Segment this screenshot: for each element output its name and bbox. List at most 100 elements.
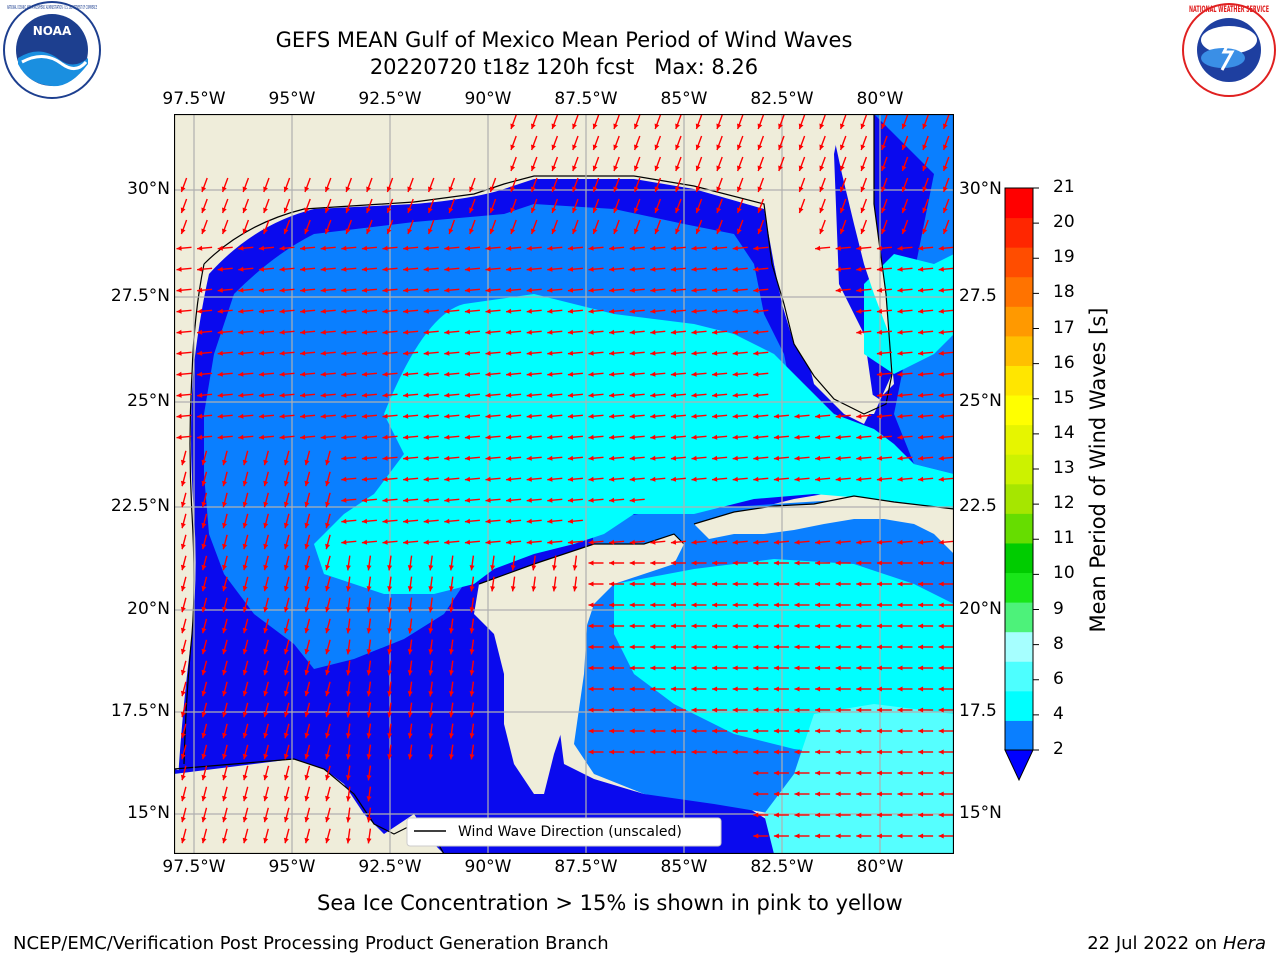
wave-arrow-head <box>238 413 244 419</box>
wave-arrow-head <box>531 186 536 192</box>
wave-arrow-head <box>238 371 244 377</box>
wave-arrow-head <box>201 585 207 592</box>
wave-arrow-head <box>263 228 268 234</box>
wave-arrow-head <box>712 623 718 629</box>
wave-arrow-head <box>547 413 553 419</box>
wave-arrow-head <box>366 565 372 571</box>
wave-arrow-head <box>506 455 512 461</box>
wave-arrow-head <box>552 565 557 571</box>
wave-arrow-head <box>753 455 759 461</box>
wave-arrow-head <box>732 455 738 461</box>
wave-arrow-head <box>901 207 907 213</box>
wave-arrow-head <box>283 774 289 781</box>
wave-arrow-head <box>217 329 223 335</box>
wave-arrow-head <box>180 837 186 844</box>
wave-arrow-head <box>382 266 388 272</box>
wave-arrow-head <box>382 329 388 335</box>
wave-arrow-head <box>469 649 475 655</box>
wave-arrow-head <box>938 371 944 377</box>
wave-arrow-head <box>485 455 491 461</box>
wave-arrow-head <box>753 686 759 692</box>
wave-arrow-head <box>815 728 821 734</box>
wave-arrow-head <box>835 644 841 650</box>
wave-arrow-head <box>794 560 800 566</box>
lat-tick-left: 30°N <box>127 179 170 199</box>
wave-arrow-head <box>382 518 388 524</box>
wave-arrow-head <box>197 392 203 398</box>
wave-arrow-head <box>629 308 635 314</box>
map-canvas: Wind Wave Direction (unscaled) <box>173 113 955 855</box>
wave-arrow-head <box>428 733 434 739</box>
wave-arrow-head <box>691 581 697 587</box>
wave-arrow-head <box>361 413 368 419</box>
wave-arrow-head <box>609 707 615 713</box>
wave-arrow-head <box>180 501 186 508</box>
wave-arrow-head <box>897 665 903 671</box>
wave-arrow-head <box>346 754 351 760</box>
wave-arrow-head <box>222 228 227 234</box>
wave-arrow-head <box>737 186 742 192</box>
wave-arrow-head <box>279 413 285 419</box>
wave-arrow-head <box>423 350 429 356</box>
wave-arrow-head <box>238 434 244 440</box>
wave-arrow-head <box>650 581 656 587</box>
wave-arrow-head <box>407 670 413 676</box>
wave-arrow-head <box>547 497 553 503</box>
wave-arrow-head <box>300 413 306 419</box>
wave-arrow-head <box>794 476 800 482</box>
wave-arrow-head <box>325 522 330 529</box>
wave-arrow-head <box>361 350 368 356</box>
wave-arrow-head <box>835 686 841 692</box>
wave-arrow-head <box>423 287 429 293</box>
wave-arrow-head <box>835 245 841 251</box>
wave-arrow-head <box>423 329 429 335</box>
wave-arrow-head <box>815 812 821 818</box>
wave-arrow-head <box>778 144 783 150</box>
wave-arrow-head <box>176 308 182 314</box>
wave-arrow-head <box>238 392 244 398</box>
wave-arrow-head <box>778 165 783 171</box>
wave-arrow-head <box>737 165 742 171</box>
wave-arrow-head <box>815 539 821 545</box>
wave-arrow-head <box>366 649 372 655</box>
wave-arrow-head <box>691 455 697 461</box>
wave-arrow-head <box>757 165 763 171</box>
wave-arrow-head <box>876 833 882 839</box>
wave-arrow-head <box>753 728 759 734</box>
wave-arrow-head <box>304 564 310 571</box>
wave-arrow-head <box>176 392 182 398</box>
wave-arrow-head <box>592 207 598 213</box>
wave-arrow-head <box>856 413 862 419</box>
wave-arrow-head <box>180 522 186 529</box>
wave-arrow-head <box>304 753 310 760</box>
wave-arrow-head <box>856 581 862 587</box>
wave-arrow-head <box>485 371 491 377</box>
wave-arrow-head <box>444 287 450 293</box>
wave-arrow-head <box>263 795 269 802</box>
wave-arrow-head <box>753 665 759 671</box>
wave-arrow-head <box>449 754 454 760</box>
wave-arrow-head <box>283 816 289 823</box>
wave-arrow-head <box>403 308 409 314</box>
wave-arrow-head <box>263 480 269 487</box>
wave-arrow-head <box>634 123 639 129</box>
wave-arrow-head <box>732 623 738 629</box>
wave-arrow-head <box>526 476 532 482</box>
wave-arrow-head <box>670 287 677 293</box>
wave-arrow-head <box>346 733 351 739</box>
wave-arrow-head <box>325 690 330 697</box>
wave-arrow-head <box>242 648 248 655</box>
wave-arrow-head <box>629 623 635 629</box>
wave-arrow-head <box>757 186 763 192</box>
wave-arrow-head <box>403 350 409 356</box>
wave-arrow-head <box>918 665 924 671</box>
wave-arrow-head <box>531 207 536 213</box>
wave-arrow-head <box>464 350 471 356</box>
wave-arrow-head <box>304 711 310 718</box>
graticule <box>174 114 954 854</box>
wave-arrow-head <box>217 287 223 293</box>
wave-arrow-head <box>506 476 512 482</box>
wave-arrow-head <box>464 266 471 272</box>
wave-arrow-head <box>753 287 759 293</box>
wave-arrow-head <box>712 455 718 461</box>
